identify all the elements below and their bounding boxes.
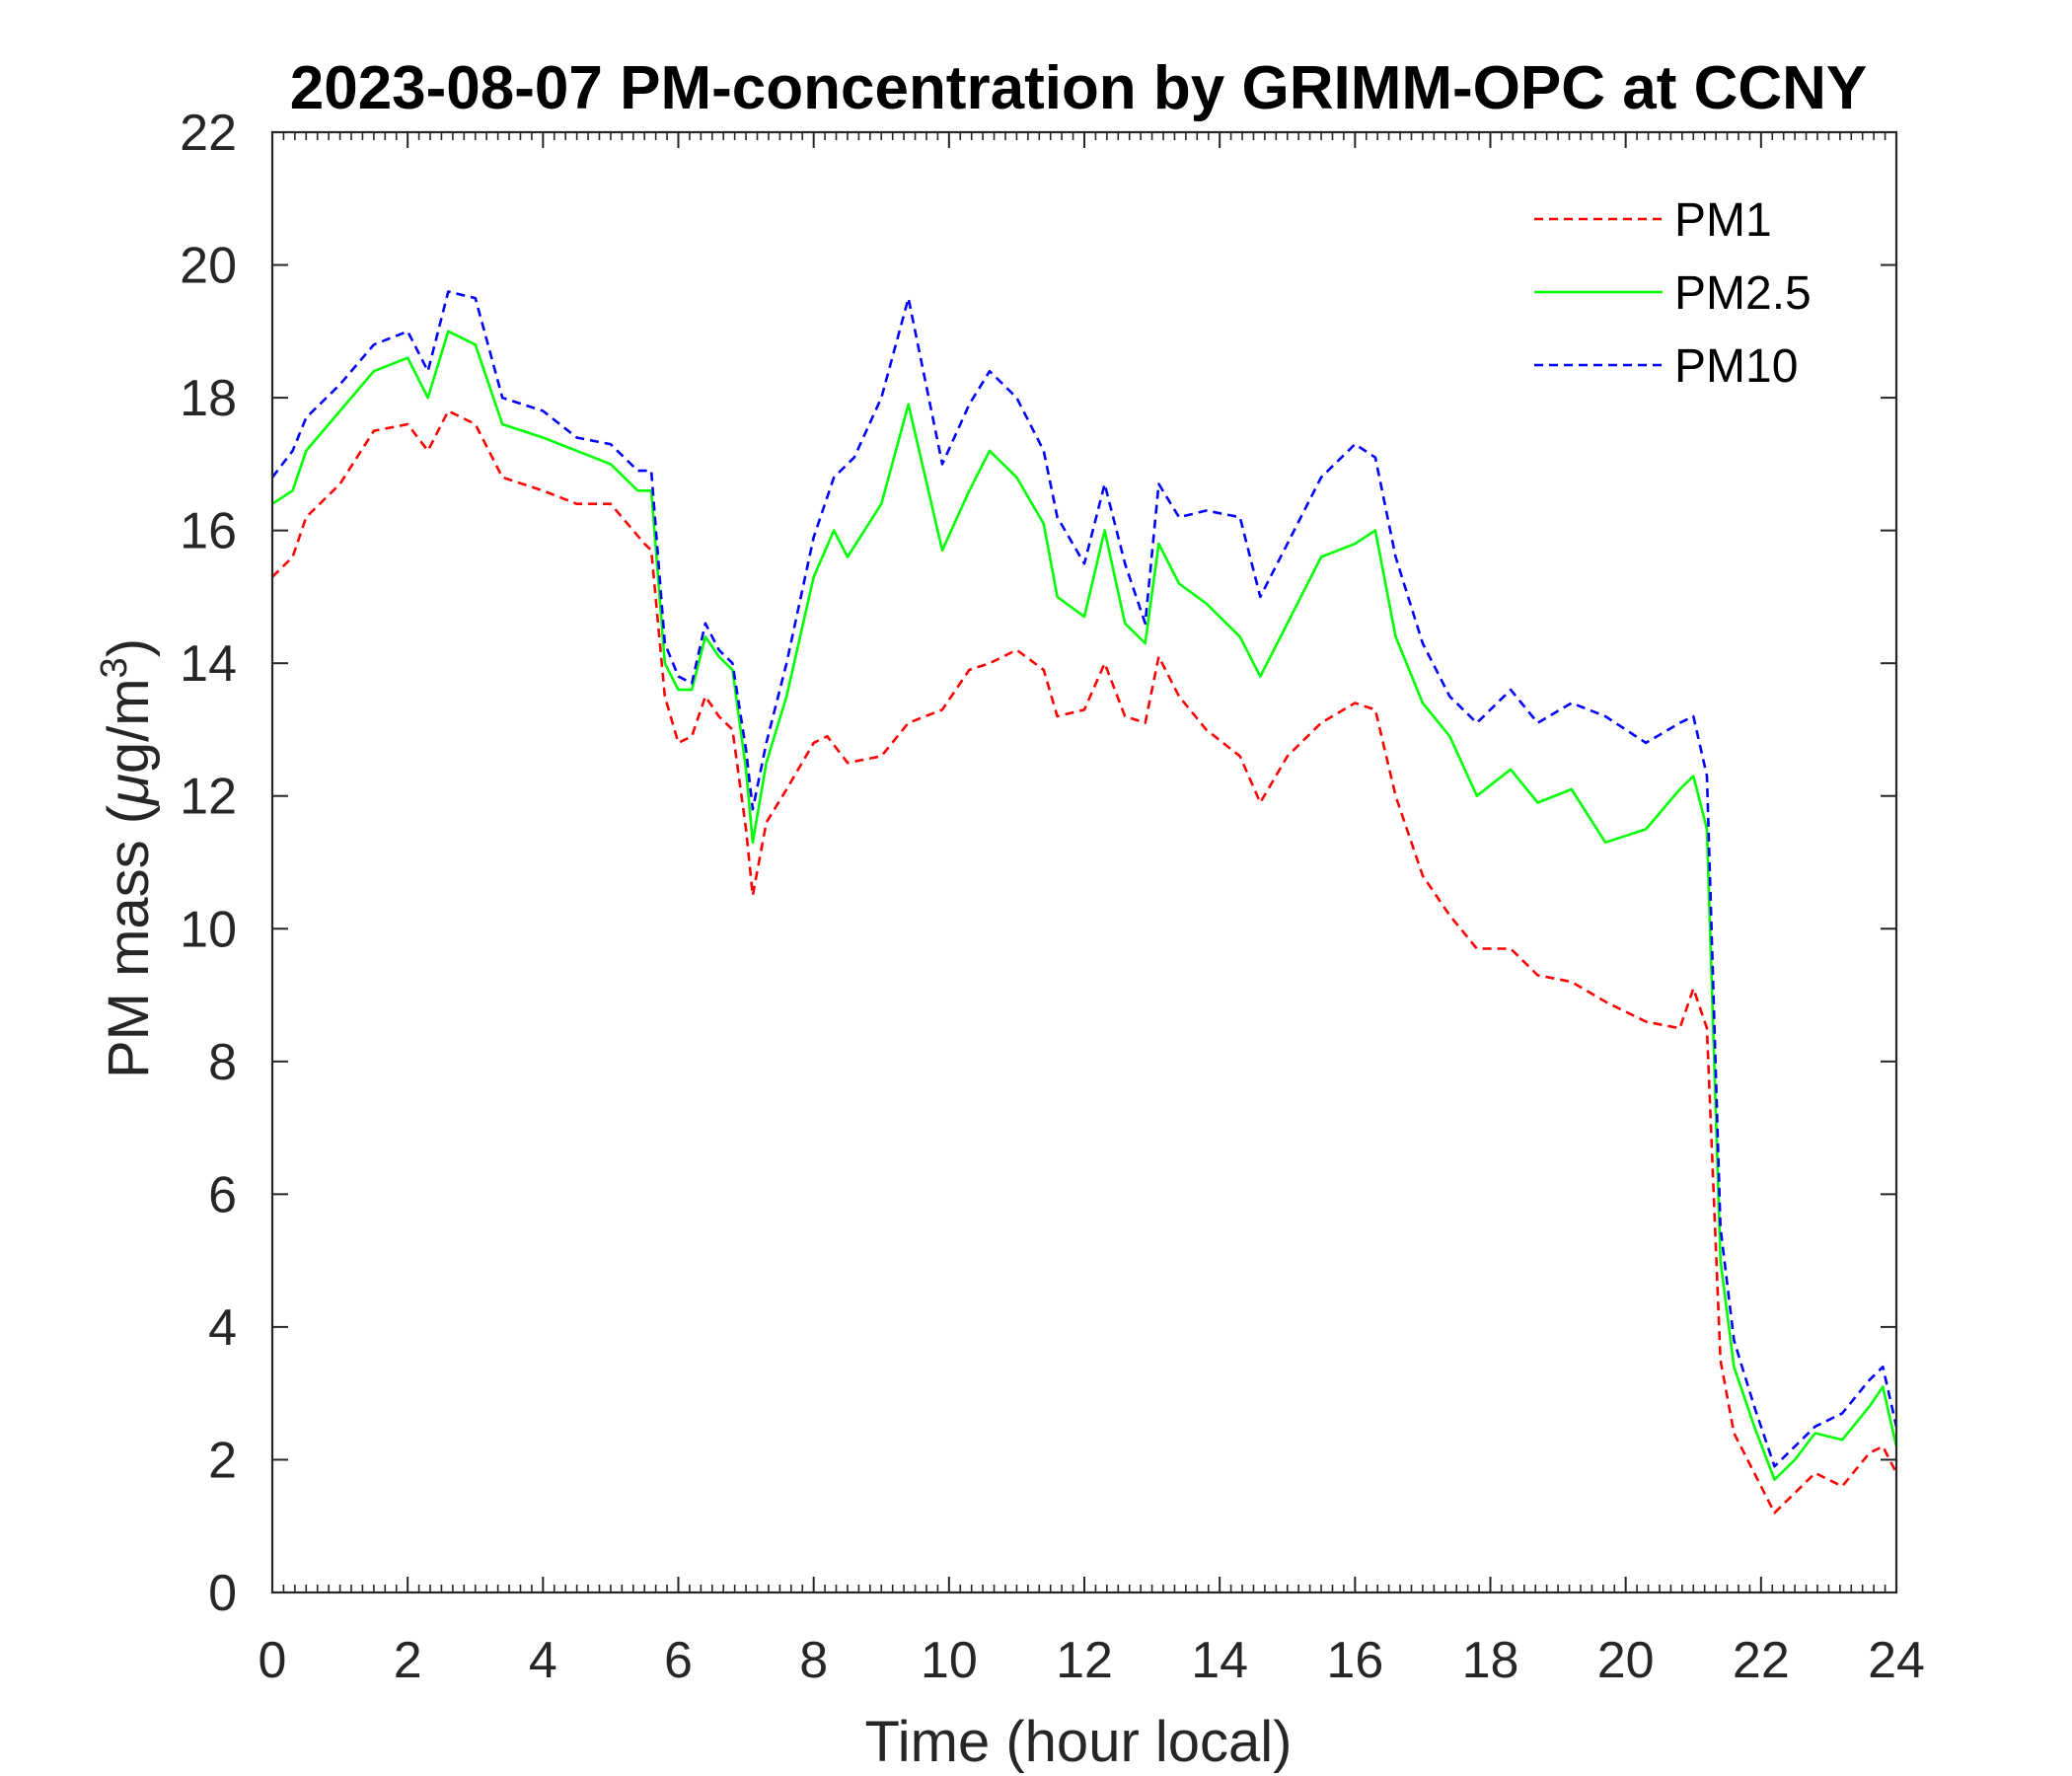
x-tick-label: 22 [1733, 1632, 1790, 1689]
legend-label: PM2.5 [1674, 267, 1812, 320]
series-line-pm1 [271, 409, 1898, 1515]
x-tick-label: 16 [1326, 1632, 1383, 1689]
y-axis-label-prefix: PM mass ( [97, 805, 161, 1078]
legend: PM1 PM2.5 PM10 [1534, 194, 1812, 393]
legend-label: PM1 [1674, 194, 1772, 247]
x-tick-label: 18 [1462, 1632, 1519, 1689]
x-tick-label: 4 [529, 1632, 557, 1689]
x-tick-label: 14 [1191, 1632, 1248, 1689]
x-tick-label: 24 [1868, 1632, 1925, 1689]
x-tick-label: 10 [921, 1632, 978, 1689]
y-tick-label: 2 [208, 1432, 237, 1489]
y-tick-label: 12 [180, 769, 237, 826]
y-tick-label: 0 [208, 1565, 237, 1622]
x-tick-label: 12 [1056, 1632, 1113, 1689]
chart-title: 2023-08-07 PM-concentration by GRIMM-OPC… [290, 54, 1868, 122]
legend-label: PM10 [1674, 340, 1798, 393]
y-tick-label: 6 [208, 1166, 237, 1223]
x-tick-label: 8 [799, 1632, 828, 1689]
y-tick-label: 18 [180, 370, 237, 427]
y-axis-label-suffix: ) [97, 638, 161, 657]
y-tick-label: 20 [180, 238, 237, 295]
x-tick-label: 0 [259, 1632, 287, 1689]
x-tick-label: 6 [664, 1632, 693, 1689]
y-axis-label: PM mass (μg/m3) [94, 638, 161, 1078]
y-tick-label: 10 [180, 901, 237, 958]
y-tick-label: 4 [208, 1299, 237, 1357]
y-tick-label: 14 [180, 635, 237, 693]
x-tick-label: 20 [1597, 1632, 1655, 1689]
y-tick-label: 22 [180, 105, 237, 162]
x-axis-label: Time (hour local) [865, 1710, 1293, 1774]
y-tick-label: 16 [180, 503, 237, 560]
y-axis-label-unit: g/m [97, 678, 161, 774]
series-line-pm2-5 [271, 330, 1898, 1481]
series-line-pm10 [270, 290, 1898, 1468]
y-axis-label-sup: 3 [94, 657, 135, 678]
ticks [271, 131, 1897, 1593]
plot-lines [270, 290, 1898, 1515]
y-tick-label: 8 [208, 1034, 237, 1091]
x-tick-label: 2 [394, 1632, 422, 1689]
y-axis-label-mu: μ [97, 774, 161, 807]
